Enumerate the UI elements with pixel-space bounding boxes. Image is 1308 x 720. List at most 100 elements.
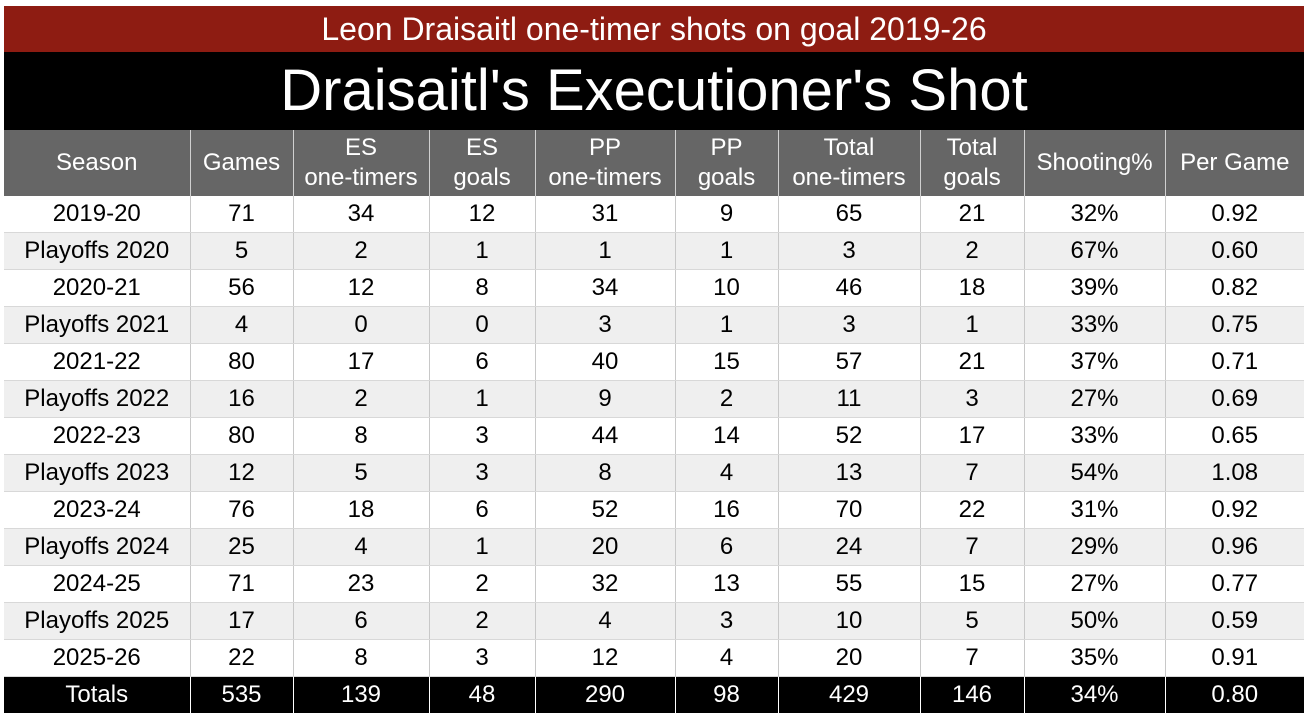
table-row: Playoffs 2025 17 6 2 4 3 10 5 50% 0.59 xyxy=(4,602,1304,640)
stat-cell: 40 xyxy=(535,343,676,381)
stat-cell: 1.08 xyxy=(1165,454,1304,492)
stat-cell: 0.96 xyxy=(1165,528,1304,566)
stat-cell: 71 xyxy=(190,565,294,603)
stat-cell: 50% xyxy=(1024,602,1166,640)
stat-cell: 22 xyxy=(920,491,1025,529)
column-header: ES goals xyxy=(429,130,536,196)
stat-cell: 54% xyxy=(1024,454,1166,492)
stat-cell: 0 xyxy=(429,306,536,344)
stat-cell: 2 xyxy=(429,565,536,603)
stat-cell: 10 xyxy=(778,602,921,640)
table-row: 2021-22 80 17 6 40 15 57 21 37% 0.71 xyxy=(4,343,1304,381)
stat-cell: 37% xyxy=(1024,343,1166,381)
stats-graphic: Leon Draisaitl one-timer shots on goal 2… xyxy=(4,6,1304,716)
column-header-line: ES xyxy=(465,134,498,161)
season-cell: 2019-20 xyxy=(4,196,191,233)
season-cell: Playoffs 2020 xyxy=(4,232,191,270)
stat-cell: 8 xyxy=(535,454,676,492)
stat-cell: 32 xyxy=(535,565,676,603)
column-header-line: ES xyxy=(344,134,377,161)
stat-cell: 17 xyxy=(293,343,430,381)
stat-cell: 5 xyxy=(190,232,294,270)
column-header: Per Game xyxy=(1165,130,1304,196)
stat-cell: 0.60 xyxy=(1165,232,1304,270)
stat-cell: 8 xyxy=(429,269,536,307)
stat-cell: 6 xyxy=(429,491,536,529)
column-header: Total one-timers xyxy=(778,130,921,196)
totals-row: Totals 535 139 48 290 98 429 146 34% 0.80 xyxy=(4,676,1304,713)
column-header-line: Per Game xyxy=(1180,149,1290,176)
stat-cell: 3 xyxy=(429,639,536,677)
stat-cell: 34 xyxy=(535,269,676,307)
column-header-line: PP xyxy=(588,134,621,161)
table-row: 2025-26 22 8 3 12 4 20 7 35% 0.91 xyxy=(4,639,1304,677)
totals-cell: 0.80 xyxy=(1165,676,1304,713)
totals-cell: 290 xyxy=(535,676,676,713)
table-row: Playoffs 2022 16 2 1 9 2 11 3 27% 0.69 xyxy=(4,380,1304,418)
stat-cell: 4 xyxy=(190,306,294,344)
totals-label: Totals xyxy=(4,676,191,713)
stat-cell: 31 xyxy=(535,196,676,233)
column-header: Games xyxy=(190,130,294,196)
stat-cell: 4 xyxy=(293,528,430,566)
stat-cell: 1 xyxy=(535,232,676,270)
stat-cell: 15 xyxy=(675,343,779,381)
stat-cell: 4 xyxy=(675,454,779,492)
table-row: 2024-25 71 23 2 32 13 55 15 27% 0.77 xyxy=(4,565,1304,603)
column-header-line: Season xyxy=(56,149,138,176)
column-header: Season xyxy=(4,130,191,196)
stat-cell: 56 xyxy=(190,269,294,307)
column-header-line: Total xyxy=(823,134,875,161)
stat-cell: 35% xyxy=(1024,639,1166,677)
column-header-line: goals xyxy=(453,164,511,191)
season-cell: 2021-22 xyxy=(4,343,191,381)
totals-cell: 34% xyxy=(1024,676,1166,713)
stat-cell: 65 xyxy=(778,196,921,233)
season-cell: 2020-21 xyxy=(4,269,191,307)
stat-cell: 46 xyxy=(778,269,921,307)
column-header: Shooting% xyxy=(1024,130,1166,196)
main-title: Draisaitl's Executioner's Shot xyxy=(4,52,1304,130)
stat-cell: 0.91 xyxy=(1165,639,1304,677)
totals-cell: 98 xyxy=(675,676,779,713)
totals-cell: 48 xyxy=(429,676,536,713)
stat-cell: 7 xyxy=(920,639,1025,677)
stat-cell: 9 xyxy=(535,380,676,418)
stat-cell: 24 xyxy=(778,528,921,566)
banner-title: Leon Draisaitl one-timer shots on goal 2… xyxy=(4,6,1304,52)
season-cell: 2022-23 xyxy=(4,417,191,455)
stat-cell: 20 xyxy=(778,639,921,677)
totals-cell: 535 xyxy=(190,676,294,713)
stat-cell: 2 xyxy=(920,232,1025,270)
stat-cell: 3 xyxy=(778,306,921,344)
stat-cell: 6 xyxy=(429,343,536,381)
table-footer: Totals 535 139 48 290 98 429 146 34% 0.80 xyxy=(4,676,1304,713)
stat-cell: 0.69 xyxy=(1165,380,1304,418)
stat-cell: 3 xyxy=(429,454,536,492)
stat-cell: 80 xyxy=(190,343,294,381)
column-header-line: Total xyxy=(946,134,998,161)
totals-cell: 146 xyxy=(920,676,1025,713)
season-cell: Playoffs 2023 xyxy=(4,454,191,492)
column-header-line: Shooting% xyxy=(1036,149,1153,176)
stat-cell: 20 xyxy=(535,528,676,566)
season-cell: Playoffs 2021 xyxy=(4,306,191,344)
stat-cell: 18 xyxy=(920,269,1025,307)
stat-cell: 3 xyxy=(778,232,921,270)
stat-cell: 10 xyxy=(675,269,779,307)
table-row: Playoffs 2021 4 0 0 3 1 3 1 33% 0.75 xyxy=(4,306,1304,344)
table-row: 2022-23 80 8 3 44 14 52 17 33% 0.65 xyxy=(4,417,1304,455)
season-cell: 2023-24 xyxy=(4,491,191,529)
season-cell: 2025-26 xyxy=(4,639,191,677)
stat-cell: 39% xyxy=(1024,269,1166,307)
stat-cell: 52 xyxy=(778,417,921,455)
column-header-line: goals xyxy=(697,164,756,191)
stat-cell: 0.59 xyxy=(1165,602,1304,640)
stat-cell: 17 xyxy=(920,417,1025,455)
stat-cell: 16 xyxy=(675,491,779,529)
stat-cell: 13 xyxy=(778,454,921,492)
stat-cell: 3 xyxy=(675,602,779,640)
stat-cell: 12 xyxy=(190,454,294,492)
stat-cell: 1 xyxy=(675,306,779,344)
stat-cell: 12 xyxy=(535,639,676,677)
